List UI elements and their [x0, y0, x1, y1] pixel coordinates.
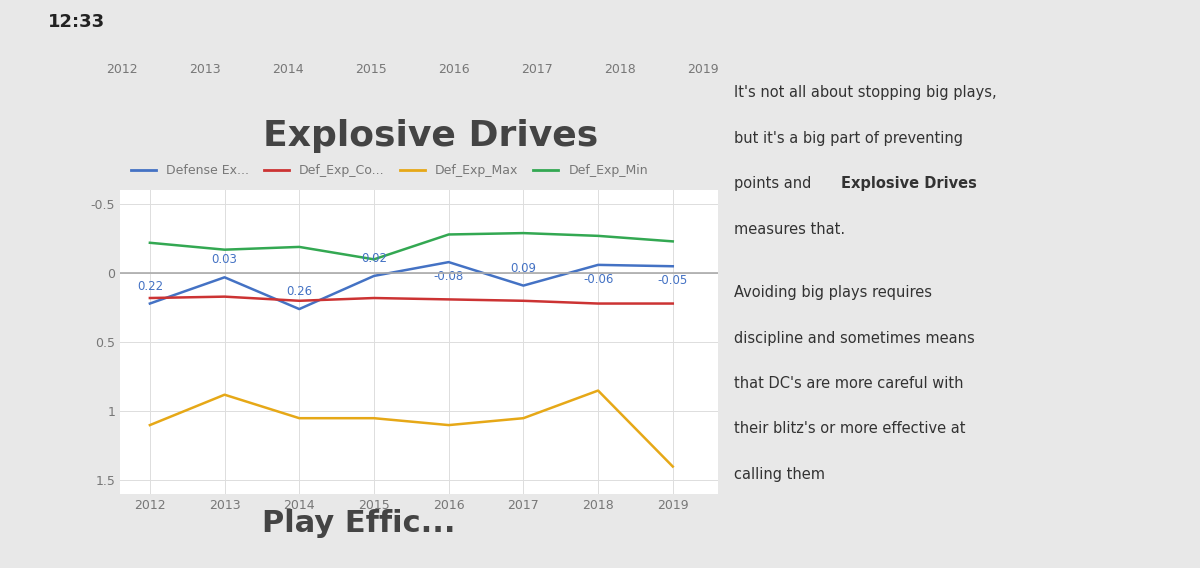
Legend: Defense Ex..., Def_Exp_Co..., Def_Exp_Max, Def_Exp_Min: Defense Ex..., Def_Exp_Co..., Def_Exp_Ma… — [126, 159, 653, 182]
Text: 2015: 2015 — [355, 63, 386, 76]
Defense Ex... — [292, 306, 306, 312]
Text: Play Effic...: Play Effic... — [262, 509, 456, 538]
Def_Exp_Min — [442, 231, 456, 238]
Text: but it's a big part of preventing: but it's a big part of preventing — [733, 131, 962, 145]
Text: 0.22: 0.22 — [137, 279, 163, 293]
Defense Ex... — [590, 261, 605, 268]
Line: Def_Exp_Min: Def_Exp_Min — [150, 233, 673, 260]
Text: 2018: 2018 — [605, 63, 636, 76]
Def_Exp_Max — [666, 463, 680, 470]
Def_Exp_Max — [442, 421, 456, 428]
Defense Ex... — [666, 263, 680, 270]
Def_Exp_Co... — [217, 293, 232, 300]
Defense Ex... — [516, 282, 530, 289]
Text: 2014: 2014 — [272, 63, 304, 76]
Text: -0.08: -0.08 — [433, 270, 464, 283]
Text: 12:33: 12:33 — [48, 13, 106, 31]
Text: -0.05: -0.05 — [658, 274, 688, 287]
Text: that DC's are more careful with: that DC's are more careful with — [733, 376, 964, 391]
Text: 0.26: 0.26 — [287, 285, 312, 298]
Def_Exp_Co... — [367, 295, 382, 302]
Defense Ex... — [143, 300, 157, 307]
Def_Exp_Max — [143, 421, 157, 428]
Text: 0.09: 0.09 — [510, 262, 536, 275]
Def_Exp_Min — [516, 229, 530, 236]
Def_Exp_Max — [292, 415, 306, 421]
Def_Exp_Min — [217, 247, 232, 253]
Def_Exp_Co... — [292, 298, 306, 304]
Defense Ex... — [367, 273, 382, 279]
Line: Def_Exp_Co...: Def_Exp_Co... — [150, 296, 673, 303]
Def_Exp_Co... — [143, 295, 157, 302]
Def_Exp_Min — [590, 232, 605, 239]
Def_Exp_Max — [367, 415, 382, 421]
Def_Exp_Max — [590, 387, 605, 394]
Line: Def_Exp_Max: Def_Exp_Max — [150, 391, 673, 466]
Def_Exp_Co... — [516, 298, 530, 304]
Text: 2016: 2016 — [438, 63, 470, 76]
Text: 0.02: 0.02 — [361, 252, 386, 265]
Line: Defense Ex...: Defense Ex... — [150, 262, 673, 309]
Text: measures that.: measures that. — [733, 222, 845, 236]
Def_Exp_Co... — [442, 296, 456, 303]
Text: Explosive Drives: Explosive Drives — [841, 176, 977, 191]
Text: 0.03: 0.03 — [211, 253, 238, 266]
Def_Exp_Max — [516, 415, 530, 421]
Def_Exp_Min — [143, 239, 157, 246]
Def_Exp_Min — [367, 256, 382, 263]
Defense Ex... — [442, 258, 456, 265]
Text: Avoiding big plays requires: Avoiding big plays requires — [733, 285, 931, 300]
Text: points and: points and — [733, 176, 816, 191]
Text: -0.06: -0.06 — [583, 273, 613, 286]
Text: 2019: 2019 — [688, 63, 719, 76]
Text: their blitz's or more effective at: their blitz's or more effective at — [733, 421, 965, 436]
Text: Explosive Drives: Explosive Drives — [263, 119, 599, 153]
Def_Exp_Min — [666, 238, 680, 245]
Def_Exp_Max — [217, 391, 232, 398]
Def_Exp_Co... — [590, 300, 605, 307]
Text: discipline and sometimes means: discipline and sometimes means — [733, 331, 974, 345]
Text: 2017: 2017 — [521, 63, 553, 76]
Text: 2013: 2013 — [190, 63, 221, 76]
Text: 2012: 2012 — [106, 63, 138, 76]
Text: calling them: calling them — [733, 467, 824, 482]
Text: It's not all about stopping big plays,: It's not all about stopping big plays, — [733, 85, 996, 100]
Def_Exp_Min — [292, 244, 306, 250]
Defense Ex... — [217, 274, 232, 281]
Def_Exp_Co... — [666, 300, 680, 307]
